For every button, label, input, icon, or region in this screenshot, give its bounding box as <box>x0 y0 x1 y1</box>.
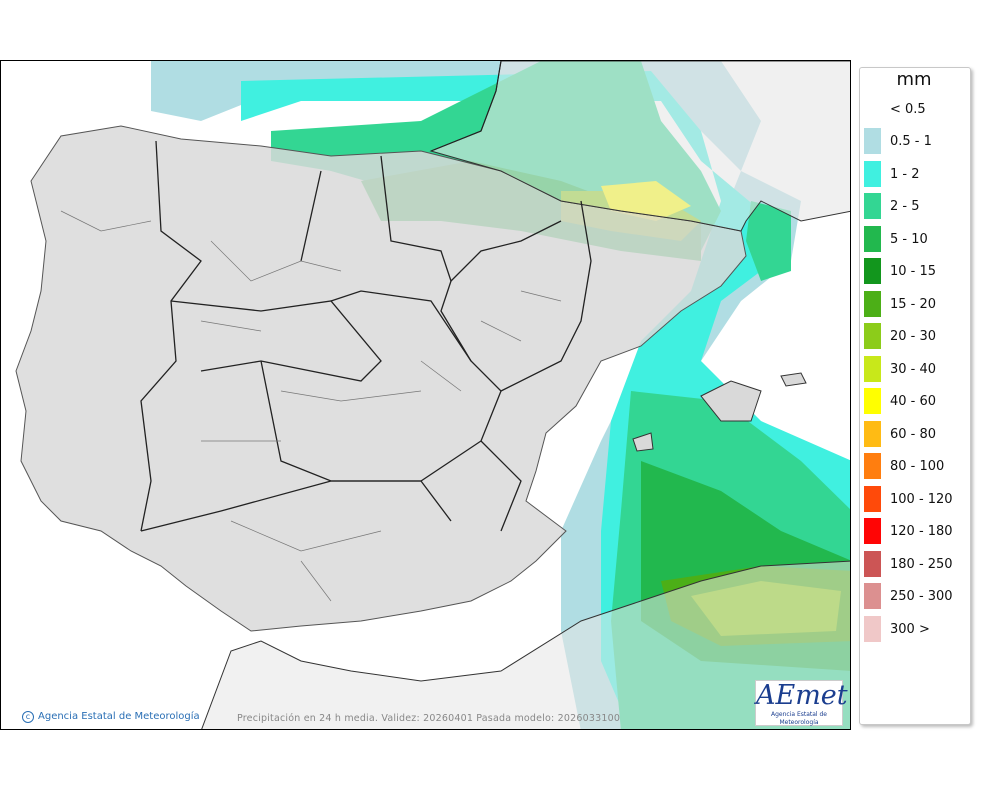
legend-swatch <box>864 128 881 154</box>
menorca <box>780 372 807 387</box>
legend-unit: mm <box>896 69 932 90</box>
legend-item: 180 - 250 <box>863 550 967 577</box>
legend-label: 300 > <box>890 621 930 637</box>
map-caption: Precipitación en 24 h media. Validez: 20… <box>237 713 621 724</box>
legend-item: 300 > <box>863 615 967 642</box>
legend-label: 10 - 15 <box>890 264 937 279</box>
precipitation-legend: mm < 0.5 0.5 - 1 1 - 2 2 - 5 5 - 10 10 - 15 15… <box>859 67 971 725</box>
aemet-logo-word: AEmet <box>756 680 848 711</box>
legend-swatch <box>864 323 881 349</box>
legend-item: 250 - 300 <box>863 583 967 609</box>
province-boundaries <box>60 210 562 602</box>
legend-swatch <box>864 290 881 317</box>
legend-label: 2 - 5 <box>890 199 920 214</box>
mallorca <box>700 380 762 422</box>
legend-label: 0.5 - 1 <box>890 134 932 149</box>
legend-swatch <box>864 193 881 219</box>
legend-label: 60 - 80 <box>890 426 937 442</box>
legend-swatch <box>864 355 881 382</box>
legend-item: 30 - 40 <box>863 355 967 382</box>
aemet-logo-sub: Agencia Estatal de Meteorología <box>770 711 827 726</box>
legend-item: 15 - 20 <box>863 290 967 317</box>
legend-item: 40 - 60 <box>863 388 967 414</box>
aemet-logo: AEmet Agencia Estatal de Meteorología <box>755 680 848 726</box>
legend-item: 60 - 80 <box>863 420 967 447</box>
legend-label: 15 - 20 <box>890 296 937 312</box>
legend-item: 100 - 120 <box>863 485 967 512</box>
legend-label: 250 - 300 <box>890 589 953 604</box>
legend-label: 100 - 120 <box>890 491 953 507</box>
ibiza <box>632 432 654 452</box>
north-africa <box>201 560 850 729</box>
credit-text: Agencia Estatal de Meteorología <box>38 711 200 722</box>
map-canvas <box>1 61 850 729</box>
legend-label: 5 - 10 <box>890 231 928 247</box>
legend-swatch <box>864 225 881 252</box>
legend-item: 10 - 15 <box>863 258 967 284</box>
legend-item: 20 - 30 <box>863 323 967 349</box>
regional-boundaries <box>140 140 592 532</box>
legend-swatch <box>864 615 881 642</box>
legend-item: 120 - 180 <box>863 518 967 544</box>
legend-swatch <box>864 485 881 512</box>
legend-label: 30 - 40 <box>890 361 937 377</box>
legend-swatch <box>864 258 881 284</box>
legend-label: < 0.5 <box>890 102 926 117</box>
legend-swatch <box>864 550 881 577</box>
precipitation-map <box>0 60 851 730</box>
legend-label: 20 - 30 <box>890 329 937 344</box>
legend-swatch <box>864 420 881 447</box>
legend-item: < 0.5 <box>863 96 967 122</box>
legend-label: 180 - 250 <box>890 556 953 572</box>
legend-label: 40 - 60 <box>890 394 937 409</box>
credit-line: c Agencia Estatal de Meteorología <box>22 711 200 723</box>
legend-swatch <box>864 453 881 479</box>
legend-swatch <box>864 583 881 609</box>
legend-swatch <box>864 518 881 544</box>
legend-item: 5 - 10 <box>863 225 967 252</box>
legend-item: 2 - 5 <box>863 193 967 219</box>
legend-swatch <box>864 388 881 414</box>
legend-label: 80 - 100 <box>890 459 945 474</box>
legend-label: 120 - 180 <box>890 524 953 539</box>
copyright-icon: c <box>22 711 34 723</box>
legend-swatch <box>864 160 881 187</box>
legend-item: 0.5 - 1 <box>863 128 967 154</box>
legend-item: 1 - 2 <box>863 160 967 187</box>
legend-item: 80 - 100 <box>863 453 967 479</box>
legend-label: 1 - 2 <box>890 166 920 182</box>
